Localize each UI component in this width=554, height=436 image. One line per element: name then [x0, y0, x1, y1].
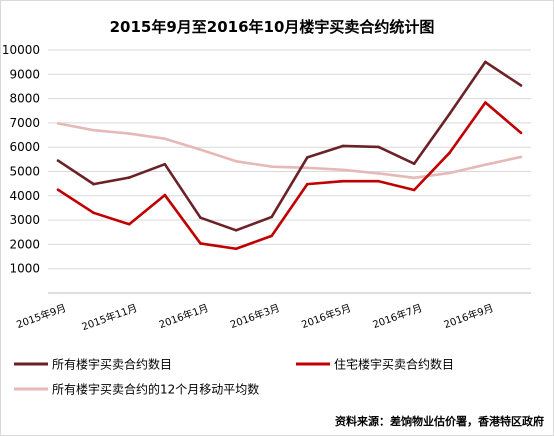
data-point: [127, 222, 131, 226]
data-point: [377, 145, 380, 149]
y-tick-label: 2000: [9, 237, 40, 251]
series-2: [56, 101, 523, 251]
series-line: [57, 122, 522, 180]
data-point: [519, 84, 523, 87]
data-point: [163, 162, 167, 166]
legend-item: 住宅楼宇买卖合约数目: [296, 357, 454, 372]
legend-label: 所有楼宇买卖合约的12个月移动平均数: [52, 382, 259, 397]
data-point: [377, 172, 380, 175]
data-point: [341, 168, 345, 172]
data-point: [484, 101, 487, 104]
data-point: [377, 179, 380, 183]
chart-title: 2015年9月至2016年10月楼宇买卖合约统计图: [110, 18, 435, 36]
y-tick-label: 5000: [9, 165, 40, 179]
data-point: [199, 148, 202, 151]
data-point: [234, 159, 238, 163]
data-point: [412, 176, 416, 180]
series-line: [57, 60, 522, 232]
data-point: [234, 247, 238, 251]
y-tick-label: 6000: [9, 140, 40, 154]
data-point: [484, 60, 487, 64]
data-point: [270, 234, 273, 238]
data-point: [341, 144, 345, 148]
data-point: [306, 166, 309, 170]
data-point: [484, 163, 487, 166]
data-point: [56, 188, 60, 192]
y-tick-label: 1000: [9, 262, 40, 276]
source-note: 资料来源：差饷物业估价署，香港特区政府: [335, 414, 544, 428]
y-tick-label: 3000: [9, 213, 40, 227]
data-point: [412, 162, 416, 166]
data-point: [448, 112, 452, 115]
y-tick-label: 8000: [9, 92, 40, 106]
data-point: [127, 176, 131, 179]
data-point: [234, 229, 238, 232]
data-point: [127, 132, 131, 135]
legend-item: 所有楼宇买卖合约数目: [14, 357, 172, 372]
data-point: [448, 171, 452, 175]
legend-item: 所有楼宇买卖合约的12个月移动平均数: [14, 382, 259, 397]
data-point: [519, 155, 523, 159]
y-tick-label: 9000: [9, 67, 40, 81]
data-point: [56, 159, 60, 162]
data-point: [199, 242, 202, 245]
series-1: [56, 60, 523, 232]
y-tick-label: 4000: [9, 189, 40, 203]
data-point: [448, 151, 452, 154]
data-point: [163, 193, 167, 197]
data-point: [306, 182, 309, 186]
data-point: [92, 211, 95, 215]
data-point: [56, 122, 60, 125]
y-tick-label: 7000: [9, 116, 40, 130]
data-point: [92, 128, 95, 132]
data-point: [341, 179, 345, 183]
series-3: [56, 122, 523, 180]
data-point: [270, 165, 273, 168]
series-line: [57, 101, 522, 251]
data-point: [92, 182, 95, 186]
legend-label: 住宅楼宇买卖合约数目: [334, 357, 454, 372]
data-point: [270, 215, 273, 219]
data-point: [519, 131, 523, 135]
data-point: [163, 137, 167, 140]
data-point: [306, 156, 309, 159]
data-point: [412, 188, 416, 192]
data-point: [199, 216, 202, 219]
y-tick-label: 10000: [2, 43, 40, 57]
legend-label: 所有楼宇买卖合约数目: [52, 357, 172, 372]
